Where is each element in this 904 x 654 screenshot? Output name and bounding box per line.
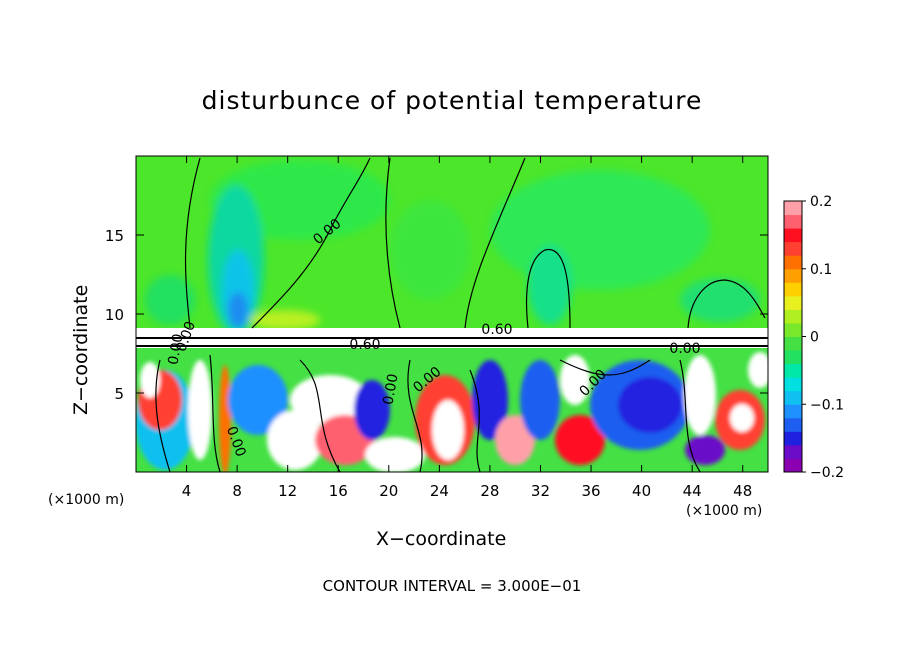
colorbar-swatch bbox=[784, 417, 802, 432]
x-axis: 4 8 12 16 20 24 28 32 36 40 44 48 bbox=[182, 156, 752, 500]
colorbar-swatch bbox=[784, 214, 802, 229]
colorbar-swatch bbox=[784, 295, 802, 310]
contour-label: 0.60 bbox=[481, 322, 512, 338]
colorbar-tick-label: 0.1 bbox=[810, 262, 832, 278]
x-tick-label: 32 bbox=[531, 482, 550, 500]
colorbar-tick-label: 0 bbox=[810, 330, 819, 346]
contour-label: 0.00 bbox=[380, 373, 401, 406]
x-tick-label: 40 bbox=[632, 482, 651, 500]
colorbar-swatch bbox=[784, 228, 802, 243]
x-tick-label: 24 bbox=[430, 482, 449, 500]
colorbar-tick-label: −0.1 bbox=[810, 397, 844, 413]
colorbar-swatch bbox=[784, 201, 802, 216]
colorbar-swatch bbox=[784, 309, 802, 324]
contour-lines bbox=[136, 157, 768, 472]
contour-interval-note: CONTOUR INTERVAL = 3.000E−01 bbox=[322, 577, 582, 595]
x-tick-label: 4 bbox=[182, 482, 192, 500]
y-axis-label: Z−coordinate bbox=[70, 284, 92, 415]
colorbar-swatch bbox=[784, 322, 802, 337]
colorbar-swatch bbox=[784, 431, 802, 446]
x-axis-label: X−coordinate bbox=[376, 528, 507, 550]
x-tick-label: 8 bbox=[232, 482, 242, 500]
colorbar-swatch bbox=[784, 458, 802, 473]
colorbar-swatch bbox=[784, 241, 802, 256]
colorbar: 0.2 0.1 0 −0.1 −0.2 bbox=[783, 194, 844, 481]
x-tick-label: 48 bbox=[733, 482, 752, 500]
contour-label: 0.00 bbox=[165, 333, 186, 366]
x-unit-left: (×1000 m) bbox=[48, 492, 125, 508]
colorbar-swatch bbox=[784, 377, 802, 392]
x-unit-right: (×1000 m) bbox=[686, 503, 763, 519]
x-tick-label: 36 bbox=[581, 482, 600, 500]
colorbar-swatch bbox=[784, 350, 802, 365]
colorbar-swatch bbox=[784, 268, 802, 283]
y-tick-label: 15 bbox=[105, 227, 124, 245]
x-tick-label: 20 bbox=[379, 482, 398, 500]
colorbar-swatch bbox=[784, 444, 802, 459]
colorbar-tick-label: 0.2 bbox=[810, 194, 832, 210]
colorbar-swatch bbox=[784, 390, 802, 405]
colorbar-swatch bbox=[784, 282, 802, 297]
y-axis: 5 10 15 bbox=[105, 227, 768, 403]
colorbar-swatch bbox=[784, 404, 802, 419]
y-tick-label: 10 bbox=[105, 306, 124, 324]
contour-label: 0.00 bbox=[669, 341, 700, 357]
x-tick-label: 12 bbox=[278, 482, 297, 500]
contour-label: 0.60 bbox=[349, 337, 380, 353]
x-tick-label: 44 bbox=[683, 482, 702, 500]
colorbar-swatch bbox=[784, 336, 802, 351]
colorbar-tick-label: −0.2 bbox=[810, 465, 844, 481]
colorbar-swatch bbox=[784, 255, 802, 270]
chart-title: disturbunce of potential temperature bbox=[201, 86, 703, 115]
x-tick-label: 16 bbox=[329, 482, 348, 500]
colorbar-swatch bbox=[784, 363, 802, 378]
heatmap-field bbox=[136, 156, 768, 472]
x-tick-label: 28 bbox=[480, 482, 499, 500]
y-tick-label: 5 bbox=[114, 385, 124, 403]
